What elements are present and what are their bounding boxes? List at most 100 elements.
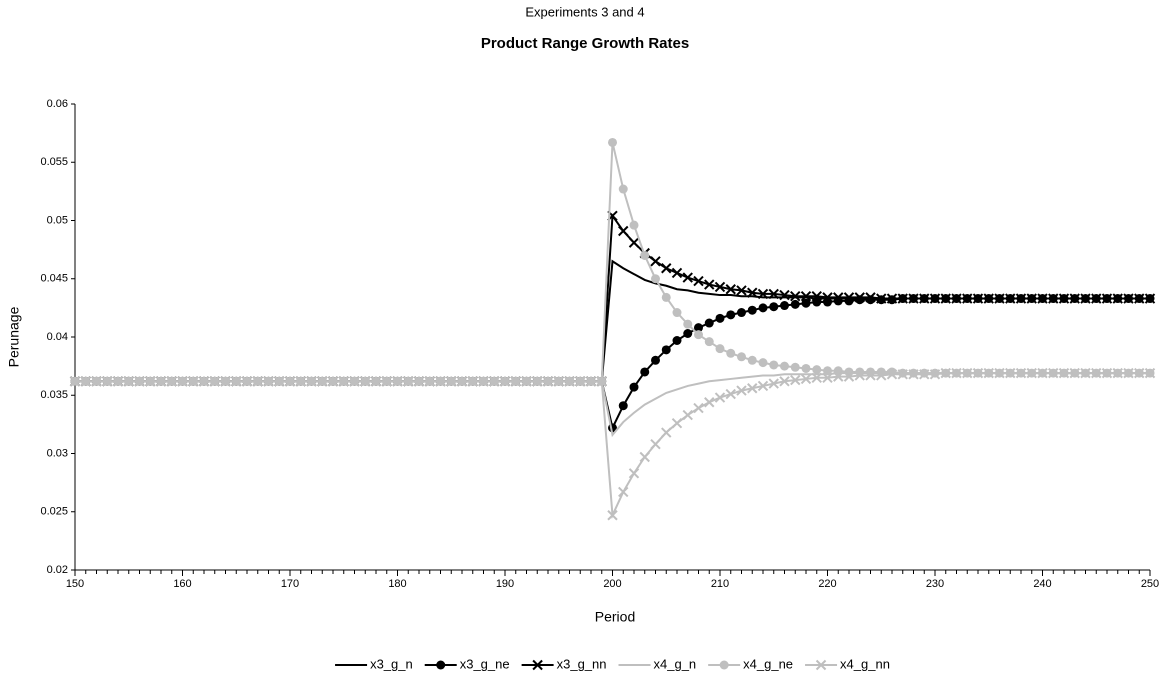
point <box>640 367 650 377</box>
x-tick-label: 190 <box>496 578 514 590</box>
point <box>284 376 296 387</box>
point <box>694 330 703 340</box>
y-tick-label: 0.045 <box>40 273 68 285</box>
x-tick-label: 180 <box>388 578 406 590</box>
point <box>694 323 703 333</box>
point <box>757 288 769 300</box>
point <box>725 284 736 295</box>
point <box>575 376 586 387</box>
point <box>812 365 822 375</box>
point <box>317 376 328 387</box>
point <box>1058 367 1070 379</box>
series-line <box>75 259 1150 383</box>
point <box>843 371 855 382</box>
point <box>403 376 414 387</box>
point <box>435 376 446 387</box>
point <box>790 374 801 386</box>
point <box>564 376 575 387</box>
point <box>758 303 768 313</box>
point <box>1005 293 1016 304</box>
point <box>1091 367 1102 379</box>
point <box>790 299 800 309</box>
point <box>102 376 113 387</box>
point <box>983 293 994 304</box>
point <box>780 361 789 371</box>
point <box>424 376 435 387</box>
point <box>456 376 468 387</box>
point <box>650 256 661 267</box>
point <box>91 376 102 387</box>
point <box>1037 367 1048 379</box>
point <box>628 237 640 248</box>
point <box>661 263 672 274</box>
point <box>274 376 285 387</box>
point <box>726 310 736 320</box>
point <box>478 376 489 387</box>
point <box>1026 293 1037 304</box>
point <box>155 376 167 387</box>
point <box>1144 367 1156 379</box>
y-tick-label: 0.055 <box>40 156 68 168</box>
point <box>607 510 618 521</box>
point <box>629 220 639 230</box>
x-tick-label: 250 <box>1141 578 1159 590</box>
point <box>682 272 693 283</box>
legend-label: x4_g_nn <box>840 656 890 671</box>
point <box>897 369 908 380</box>
point <box>886 369 898 380</box>
point <box>1048 293 1059 304</box>
point <box>757 380 769 392</box>
point <box>1123 367 1134 379</box>
x-axis-label: Period <box>595 609 635 625</box>
point <box>801 363 811 373</box>
point <box>671 267 683 279</box>
point <box>1058 293 1070 304</box>
point <box>499 376 511 387</box>
point <box>349 376 360 387</box>
point <box>1112 293 1123 304</box>
point <box>972 293 984 304</box>
point <box>252 376 263 387</box>
point <box>618 184 628 194</box>
point <box>295 376 306 387</box>
point <box>704 279 715 290</box>
point <box>994 293 1005 304</box>
point <box>714 392 726 403</box>
point <box>370 376 382 387</box>
point <box>790 362 800 372</box>
point <box>833 371 844 382</box>
point <box>134 376 145 387</box>
point <box>263 376 274 387</box>
y-tick-label: 0.02 <box>47 564 68 576</box>
point <box>608 137 617 147</box>
point <box>823 297 832 307</box>
point <box>327 376 339 387</box>
point <box>962 367 973 379</box>
point <box>876 293 887 304</box>
point <box>919 293 930 304</box>
point <box>683 329 693 339</box>
point <box>715 344 725 354</box>
point <box>188 376 199 387</box>
point <box>1015 293 1027 304</box>
point <box>790 291 801 302</box>
point <box>532 376 543 387</box>
point <box>1123 293 1134 304</box>
point <box>768 378 779 389</box>
legend-marker <box>719 660 729 670</box>
point <box>1091 293 1102 304</box>
y-tick-label: 0.03 <box>47 447 68 459</box>
point <box>1134 293 1145 304</box>
point <box>865 370 876 381</box>
point <box>800 291 812 302</box>
point <box>972 367 984 379</box>
point <box>704 397 715 408</box>
point <box>1069 293 1080 304</box>
point <box>542 376 554 387</box>
point <box>1134 367 1145 379</box>
point <box>618 486 629 498</box>
point <box>811 291 822 302</box>
point <box>833 292 844 303</box>
point <box>768 288 779 300</box>
point <box>661 427 672 438</box>
